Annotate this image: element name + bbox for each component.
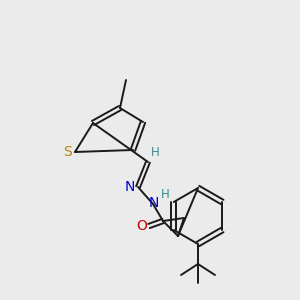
Text: O: O (136, 219, 147, 233)
Text: H: H (151, 146, 159, 160)
Text: N: N (149, 196, 159, 210)
Text: N: N (125, 180, 135, 194)
Text: H: H (160, 188, 169, 200)
Text: S: S (64, 145, 72, 159)
